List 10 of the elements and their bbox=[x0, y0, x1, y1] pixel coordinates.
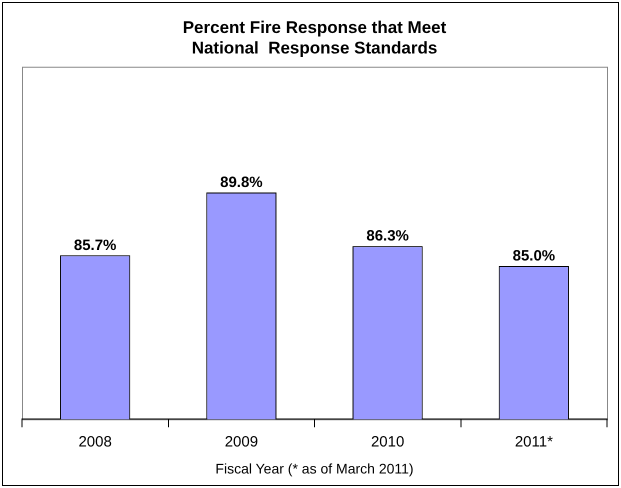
data-label: 89.8% bbox=[220, 174, 263, 192]
x-tick-label: 2008 bbox=[78, 433, 112, 450]
data-label: 85.7% bbox=[74, 236, 116, 254]
data-label: 85.0% bbox=[512, 248, 556, 265]
x-tick-label: 2011* bbox=[514, 433, 554, 450]
x-axis-title: Fiscal Year (* as of March 2011) bbox=[215, 460, 414, 476]
x-tick-label: 2010 bbox=[370, 433, 404, 450]
x-tick-label: 2009 bbox=[224, 433, 258, 450]
data-label: 86.3% bbox=[366, 228, 409, 245]
chart-title: Percent Fire Response that Meet National Response Standards bbox=[182, 18, 447, 58]
